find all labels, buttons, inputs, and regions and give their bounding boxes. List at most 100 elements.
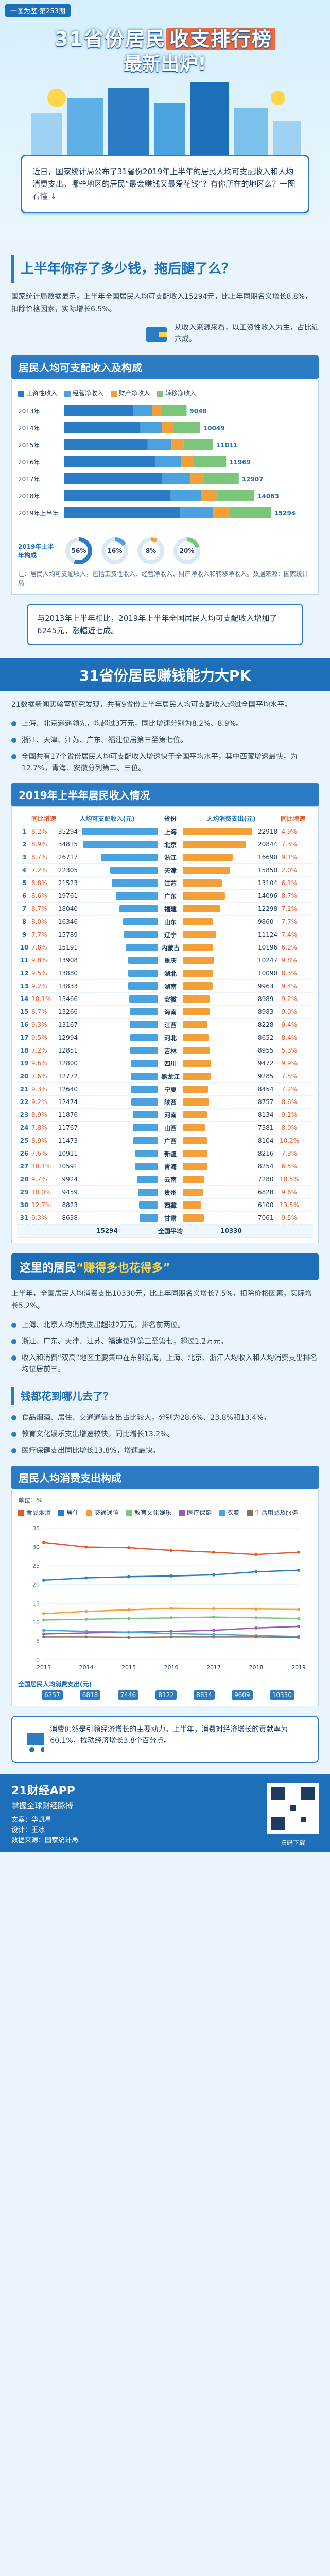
donut-label: 8% bbox=[146, 547, 156, 554]
legend-item: 食品烟酒 bbox=[18, 1508, 51, 1517]
credit-line: 设计：王冰 bbox=[11, 1826, 45, 1834]
spend-value: 6100 bbox=[258, 1201, 274, 1209]
income-bar bbox=[82, 828, 158, 835]
income-stacked-bar-chart: 2013年 9048 2014年 10049 2015年 11011 2016年 11969 2… bbox=[18, 405, 296, 518]
income-bar-segment bbox=[162, 405, 187, 416]
spend-bar bbox=[183, 854, 233, 861]
donut-label: 16% bbox=[108, 547, 123, 554]
year-label: 2019年上半年 bbox=[18, 510, 59, 517]
series-point bbox=[42, 1635, 45, 1639]
income-bar-segment bbox=[216, 490, 255, 501]
income-bar-track bbox=[81, 1060, 158, 1067]
spend-bar bbox=[183, 1189, 203, 1196]
income-value: 9924 bbox=[62, 1176, 78, 1183]
series-point bbox=[42, 1578, 45, 1582]
spend-growth: 8.7% bbox=[281, 892, 298, 900]
spend-bar-track bbox=[183, 1214, 255, 1222]
spend-bar-track bbox=[183, 892, 255, 900]
bullet-text: 食品烟酒、居住、交通通信支出占比较大，分别为28.6%、23.8%和13.4%。 bbox=[22, 1414, 271, 1422]
bullet-dot bbox=[11, 1323, 16, 1328]
rank-number: 31 bbox=[20, 1214, 29, 1222]
table-row: 7 8.7% 18040 福建 12298 7.1% bbox=[17, 903, 313, 916]
bullet-dot bbox=[11, 1339, 16, 1344]
series-point bbox=[84, 1630, 88, 1633]
spend-value: 10247 bbox=[258, 957, 278, 964]
province-name: 陕西 bbox=[164, 1098, 177, 1106]
legend-item: 转移净收入 bbox=[157, 388, 196, 397]
bullet-item: 浙江、广东、天津、江苏、福建位列第三至第七，超过1.2万元。 bbox=[11, 1336, 319, 1347]
spend-growth: 9.9% bbox=[281, 1060, 298, 1067]
y-tick-label: 0 bbox=[36, 1657, 40, 1664]
accent-bar bbox=[11, 255, 14, 283]
spend-bar-track bbox=[183, 828, 255, 835]
spend-value: 12298 bbox=[258, 905, 278, 912]
qr-code[interactable] bbox=[267, 1783, 319, 1834]
income-bar-segment bbox=[201, 490, 217, 501]
x-tick-label: 2016 bbox=[164, 1664, 179, 1671]
series-point bbox=[84, 1618, 88, 1621]
spend-value: 10196 bbox=[258, 944, 278, 951]
province-name: 吉林 bbox=[164, 1047, 177, 1055]
spend-growth: 9.1% bbox=[281, 854, 298, 861]
spend-bar bbox=[183, 879, 222, 887]
rank-number: 18 bbox=[20, 1047, 29, 1054]
spend-growth: 9.2% bbox=[281, 995, 298, 1003]
spend-growth: 9.4% bbox=[281, 982, 298, 990]
income-value: 12772 bbox=[58, 1073, 78, 1080]
income-bar-track bbox=[81, 841, 158, 848]
income-bar-track bbox=[81, 854, 158, 861]
summary-box: 消费仍然是引领经济增长的主要动力。上半年，消费对经济增长的贡献率为60.1%，拉… bbox=[11, 1716, 319, 1763]
series-point bbox=[297, 1568, 300, 1572]
income-bar-segment bbox=[64, 456, 155, 467]
spend-value: 9472 bbox=[258, 1060, 274, 1067]
province-name: 宁夏 bbox=[164, 1086, 177, 1093]
legend-label: 医疗保健 bbox=[187, 1509, 212, 1516]
spend-bar-track bbox=[183, 1047, 255, 1054]
summary-text: 消费仍然是引领经济增长的主要动力。上半年，消费对经济增长的贡献率为60.1%，拉… bbox=[50, 1725, 288, 1745]
income-value: 11876 bbox=[58, 1111, 78, 1118]
income-chart-head: 居民人均可支配收入及构成 bbox=[11, 355, 319, 379]
spend-bar-track bbox=[183, 995, 255, 1003]
province-name: 山西 bbox=[164, 1124, 177, 1132]
spend-bar bbox=[183, 1137, 207, 1144]
spend-growth: 4.9% bbox=[281, 828, 298, 835]
spend-bar bbox=[183, 1124, 205, 1131]
spend-value: 14096 bbox=[258, 892, 278, 900]
income-bar-track bbox=[81, 957, 158, 964]
spend-bar bbox=[183, 1034, 209, 1041]
section3-title: 这里的居民 “赚得多也花得多” bbox=[11, 1253, 319, 1280]
rank-number: 2 bbox=[22, 841, 27, 848]
income-value: 12474 bbox=[58, 1098, 78, 1106]
income-bar-track bbox=[81, 1034, 158, 1041]
series-point bbox=[212, 1633, 215, 1636]
table-row: 30 12.7% 8823 西藏 6100 13.5% bbox=[17, 1199, 313, 1212]
income-growth: 9.2% bbox=[31, 982, 47, 990]
spend-value: 6828 bbox=[258, 1189, 274, 1196]
spend-value: 7061 bbox=[258, 1214, 274, 1222]
series-point bbox=[42, 1612, 45, 1616]
income-source-note: 注：居民人均可支配收入，包括工资性收入、经营净收入、财产净收入和转移净收入。数据… bbox=[18, 570, 309, 587]
province-name: 黑龙江 bbox=[161, 1073, 180, 1080]
avg-spend: 10330 bbox=[220, 1227, 242, 1234]
spend-value: 8983 bbox=[258, 1008, 274, 1015]
income-bar-segment bbox=[183, 439, 214, 450]
legend-item: 教育文化娱乐 bbox=[126, 1508, 171, 1517]
table-row: 18 7.2% 12851 吉林 8955 5.3% bbox=[17, 1044, 313, 1057]
spend-chart-panel: 单位：% 食品烟酒 居住 交通通信 教育文化娱乐 医疗保健 衣着 生活用品及服务 0 5 10 1… bbox=[11, 1489, 319, 1706]
income-value: 11473 bbox=[58, 1137, 78, 1144]
composition-donut: 56% bbox=[65, 537, 92, 564]
series-point bbox=[254, 1553, 258, 1556]
income-bar bbox=[129, 1008, 158, 1015]
spend-growth: 9.0% bbox=[281, 1008, 298, 1015]
income-bar bbox=[130, 1073, 158, 1080]
bullet-text: 收入和消费“双高”地区主要集中在东部沿海，上海、北京、浙江人均收入和人均消费支出… bbox=[22, 1354, 318, 1374]
income-bar-segment bbox=[64, 473, 162, 484]
spend-bar-track bbox=[183, 944, 255, 951]
legend-item: 居住 bbox=[58, 1508, 79, 1517]
income-value: 13908 bbox=[58, 957, 78, 964]
table-row: 6 8.6% 19761 广东 14096 8.7% bbox=[17, 890, 313, 903]
income-value: 10911 bbox=[58, 1150, 78, 1157]
rank-number: 26 bbox=[20, 1150, 29, 1157]
income-bar-segment bbox=[180, 507, 214, 518]
income-value: 34815 bbox=[58, 841, 78, 848]
